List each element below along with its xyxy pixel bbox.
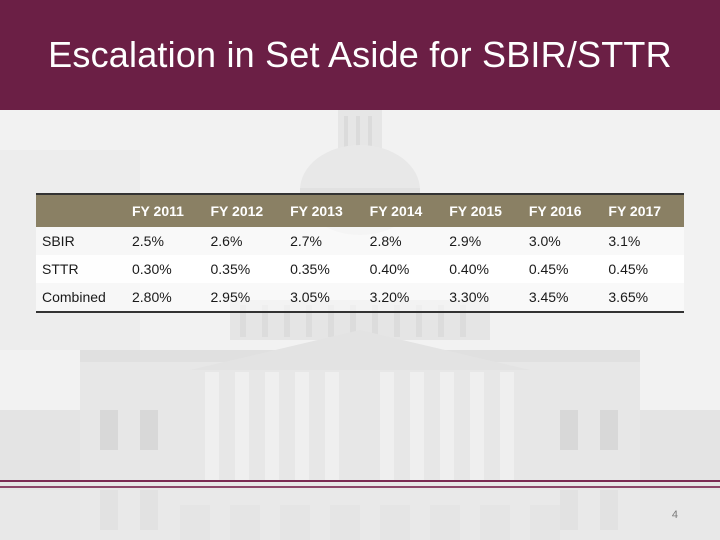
row-label: Combined [36,283,128,313]
table-cell: 2.5% [128,227,207,255]
slide-title: Escalation in Set Aside for SBIR/STTR [48,34,672,75]
table-cell: 3.45% [524,283,605,313]
footer-divider [0,480,720,482]
table-cell: 0.40% [365,255,446,283]
set-aside-table: FY 2011 FY 2012 FY 2013 FY 2014 FY 2015 … [36,193,684,313]
table-header-row: FY 2011 FY 2012 FY 2013 FY 2014 FY 2015 … [36,193,684,227]
table-cell: 0.35% [286,255,366,283]
table-cell: 3.1% [604,227,684,255]
table-cell: 0.45% [604,255,684,283]
table-cell: 3.0% [524,227,605,255]
column-header: FY 2013 [286,193,366,227]
table-cell: 3.20% [365,283,446,313]
table-cell: 3.05% [286,283,366,313]
table-cell: 0.40% [445,255,525,283]
table-cell: 2.9% [445,227,525,255]
table-cell: 2.7% [286,227,366,255]
row-label: SBIR [36,227,128,255]
column-header [36,193,128,227]
column-header: FY 2017 [604,193,684,227]
table-cell: 2.95% [206,283,287,313]
column-header: FY 2014 [365,193,446,227]
row-label: STTR [36,255,128,283]
column-header: FY 2011 [128,193,207,227]
footer-band [0,490,720,540]
table-cell: 0.45% [524,255,605,283]
footer-divider [0,486,720,488]
table-cell: 0.35% [206,255,287,283]
table-row-sbir: SBIR 2.5% 2.6% 2.7% 2.8% 2.9% 3.0% 3.1% [36,227,684,255]
column-header: FY 2015 [445,193,525,227]
table-cell: 2.80% [128,283,207,313]
title-band [0,0,720,110]
table-cell: 2.6% [206,227,287,255]
table-row-combined: Combined 2.80% 2.95% 3.05% 3.20% 3.30% 3… [36,283,684,313]
page-number: 4 [671,509,678,521]
table-cell: 3.65% [604,283,684,313]
column-header: FY 2012 [206,193,287,227]
capitol-building-watermark [0,110,720,540]
table-cell: 2.8% [365,227,446,255]
column-header: FY 2016 [524,193,605,227]
table-cell: 0.30% [128,255,207,283]
table-row-sttr: STTR 0.30% 0.35% 0.35% 0.40% 0.40% 0.45%… [36,255,684,283]
table-cell: 3.30% [445,283,525,313]
